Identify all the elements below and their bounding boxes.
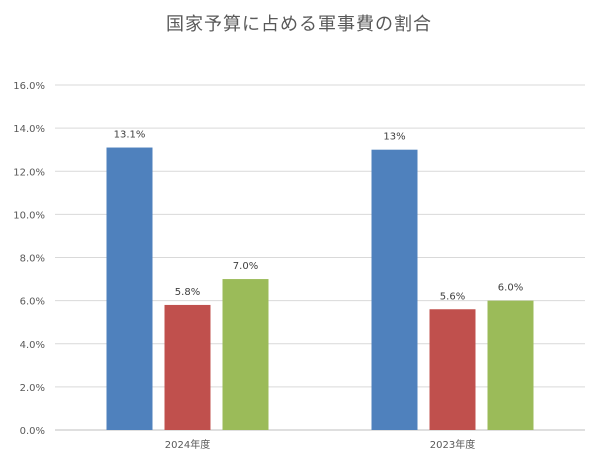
x-tick-label: 2024年度 xyxy=(165,438,210,451)
bar-2-1 xyxy=(371,149,418,430)
y-tick-label: 0.0% xyxy=(20,426,45,437)
bar-2-2 xyxy=(429,309,476,430)
x-tick-label: 2023年度 xyxy=(430,438,475,451)
y-tick-label: 10.0% xyxy=(13,210,45,221)
bars xyxy=(106,147,534,430)
y-tick-label: 8.0% xyxy=(20,254,45,265)
y-tick-label: 6.0% xyxy=(20,297,45,308)
data-label: 7.0% xyxy=(233,261,258,272)
data-label: 5.6% xyxy=(440,291,465,302)
chart-title: 国家予算に占める軍事費の割合 xyxy=(166,14,432,35)
data-label: 13% xyxy=(383,132,405,143)
y-axis-ticks: 0.0% 2.0% 4.0% 6.0% 8.0% 10.0% 12.0% 14.0% 16.0% xyxy=(13,81,45,437)
bar-2-3 xyxy=(487,300,534,430)
y-tick-label: 14.0% xyxy=(13,124,45,135)
bar-1-1 xyxy=(106,147,153,430)
data-labels: 13.1% 5.8% 7.0% 13% 5.6% 6.0% xyxy=(114,130,524,303)
data-label: 13.1% xyxy=(114,130,146,141)
data-label: 6.0% xyxy=(498,283,523,294)
y-tick-label: 2.0% xyxy=(20,383,45,394)
y-tick-label: 16.0% xyxy=(13,81,45,92)
bar-1-3 xyxy=(222,279,269,430)
x-axis-ticks: 2024年度 2023年度 xyxy=(165,438,475,451)
data-label: 5.8% xyxy=(175,287,200,298)
y-tick-label: 4.0% xyxy=(20,340,45,351)
y-tick-label: 12.0% xyxy=(13,167,45,178)
bar-1-2 xyxy=(164,304,211,430)
